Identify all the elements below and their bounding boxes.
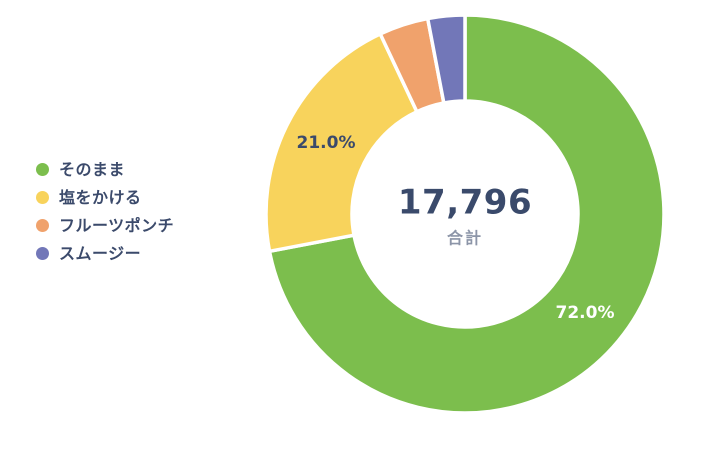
legend-item-label: フルーツポンチ xyxy=(59,216,175,235)
legend-item-label: スムージー xyxy=(59,244,142,263)
legend-swatch-icon xyxy=(36,219,49,232)
legend-swatch-icon xyxy=(36,163,49,176)
donut-center: 17,796 合計 xyxy=(398,183,532,248)
legend-item-2[interactable]: 塩をかける xyxy=(36,188,174,207)
donut-slice-1[interactable] xyxy=(267,13,666,415)
legend-swatch-icon xyxy=(36,191,49,204)
total-label: 合計 xyxy=(446,228,484,248)
legend-item-1[interactable]: そのまま xyxy=(36,160,174,179)
legend-swatch-icon xyxy=(36,247,49,260)
chart-legend: そのまま塩をかけるフルーツポンチ スムージー xyxy=(36,160,174,263)
legend-item-3[interactable]: フルーツポンチ xyxy=(36,216,174,235)
donut-slice-2[interactable] xyxy=(264,32,419,254)
legend-item-label: そのまま xyxy=(59,160,126,179)
legend-item-label: 塩をかける xyxy=(59,188,142,207)
legend-item-4[interactable]: スムージー xyxy=(36,244,174,263)
total-value: 17,796 xyxy=(397,182,533,223)
donut-slice-4[interactable] xyxy=(425,13,467,105)
